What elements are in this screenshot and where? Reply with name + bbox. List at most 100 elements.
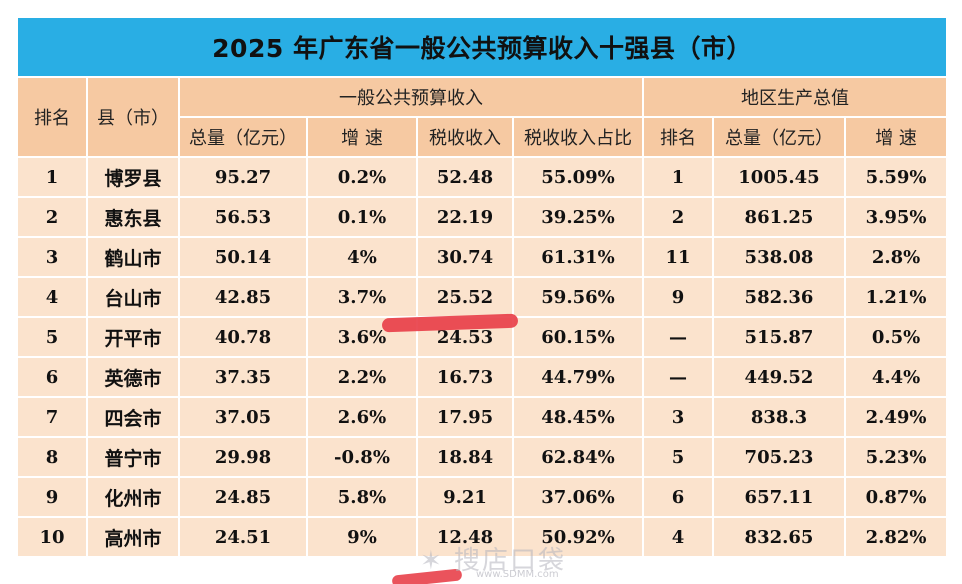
cell-county: 博罗县	[86, 156, 180, 198]
table-row: 9 化州市 24.85 5.8% 9.21 37.06% 6 657.11 0.87%	[16, 476, 949, 518]
cell-gdp-total: 538.08	[712, 236, 846, 278]
cell-gdp-rank: 6	[642, 476, 714, 518]
cell-gdp-growth: 5.23%	[843, 436, 949, 478]
header-gdp-group: 地区生产总值	[641, 76, 949, 118]
cell-budget-growth: -0.8%	[306, 436, 418, 478]
cell-county: 英德市	[86, 356, 180, 398]
cell-tax-share: 61.31%	[512, 236, 644, 278]
cell-gdp-total: 705.23	[712, 436, 846, 478]
cell-gdp-total: 832.65	[712, 516, 846, 558]
cell-gdp-growth: 0.87%	[843, 476, 949, 518]
cell-gdp-total: 838.3	[712, 396, 846, 438]
cell-gdp-total: 449.52	[712, 356, 846, 398]
cell-tax-revenue: 12.48	[416, 516, 514, 558]
cell-gdp-total: 861.25	[712, 196, 846, 238]
cell-gdp-rank: —	[642, 316, 714, 358]
cell-rank: 10	[16, 516, 88, 558]
cell-county: 化州市	[86, 476, 180, 518]
table-row: 3 鹤山市 50.14 4% 30.74 61.31% 11 538.08 2.8%	[16, 236, 949, 278]
cell-budget-growth: 9%	[306, 516, 418, 558]
cell-rank: 6	[16, 356, 88, 398]
cell-rank: 3	[16, 236, 88, 278]
table-row: 1 博罗县 95.27 0.2% 52.48 55.09% 1 1005.45 5.59%	[16, 156, 949, 198]
header-county: 县（市）	[86, 76, 180, 158]
table-row: 4 台山市 42.85 3.7% 25.52 59.56% 9 582.36 1.21%	[16, 276, 949, 318]
cell-tax-share: 59.56%	[512, 276, 644, 318]
cell-budget-total: 24.51	[178, 516, 308, 558]
cell-tax-share: 50.92%	[512, 516, 644, 558]
cell-county: 鹤山市	[86, 236, 180, 278]
cell-tax-revenue: 30.74	[416, 236, 514, 278]
table-row: 8 普宁市 29.98 -0.8% 18.84 62.84% 5 705.23 5.23%	[16, 436, 949, 478]
cell-budget-growth: 2.6%	[306, 396, 418, 438]
cell-tax-share: 60.15%	[512, 316, 644, 358]
cell-gdp-total: 657.11	[712, 476, 846, 518]
cell-rank: 1	[16, 156, 88, 198]
table-row: 6 英德市 37.35 2.2% 16.73 44.79% —449.52 4.4%	[16, 356, 949, 398]
cell-budget-growth: 5.8%	[306, 476, 418, 518]
table-body: 1 博罗县 95.27 0.2% 52.48 55.09% 1 1005.45 5.59% 2 惠东…	[16, 156, 949, 558]
cell-tax-revenue: 16.73	[416, 356, 514, 398]
header-budget-growth: 增 速	[306, 116, 418, 158]
header-gdp-rank: 排名	[642, 116, 714, 158]
cell-budget-total: 56.53	[178, 196, 308, 238]
cell-gdp-rank: 1	[642, 156, 714, 198]
cell-gdp-rank: 3	[642, 396, 714, 438]
cell-county: 台山市	[86, 276, 180, 318]
cell-budget-growth: 4%	[306, 236, 418, 278]
cell-gdp-rank: 5	[642, 436, 714, 478]
cell-gdp-rank: 11	[642, 236, 714, 278]
cell-budget-total: 40.78	[178, 316, 308, 358]
cell-gdp-growth: 2.82%	[843, 516, 949, 558]
cell-budget-total: 29.98	[178, 436, 308, 478]
cell-gdp-growth: 2.8%	[843, 236, 949, 278]
cell-gdp-total: 1005.45	[712, 156, 846, 198]
cell-gdp-growth: 2.49%	[843, 396, 949, 438]
cell-budget-total: 24.85	[178, 476, 308, 518]
cell-gdp-total: 515.87	[712, 316, 846, 358]
cell-tax-revenue: 18.84	[416, 436, 514, 478]
cell-tax-revenue: 25.52	[416, 276, 514, 318]
cell-gdp-growth: 1.21%	[843, 276, 949, 318]
cell-gdp-total: 582.36	[712, 276, 846, 318]
cell-rank: 7	[16, 396, 88, 438]
header-rank: 排名	[16, 76, 88, 158]
watermark-logo: ✶ 搜店口袋	[420, 546, 567, 576]
cell-budget-total: 37.05	[178, 396, 308, 438]
cell-budget-growth: 2.2%	[306, 356, 418, 398]
cell-tax-revenue: 9.21	[416, 476, 514, 518]
cell-county: 四会市	[86, 396, 180, 438]
header-gdp-growth: 增 速	[843, 116, 949, 158]
cell-gdp-rank: 9	[642, 276, 714, 318]
cell-gdp-growth: 0.5%	[843, 316, 949, 358]
table-row: 10 高州市 24.51 9% 12.48 50.92% 4 832.65 2.82%	[16, 516, 949, 558]
cell-rank: 5	[16, 316, 88, 358]
cell-tax-revenue: 22.19	[416, 196, 514, 238]
header-budget-group: 一般公共预算收入	[178, 76, 644, 118]
table-row: 5 开平市 40.78 3.6% 24.53 60.15% —515.87 0.5%	[16, 316, 949, 358]
cell-tax-share: 62.84%	[512, 436, 644, 478]
table-row: 7 四会市 37.05 2.6% 17.95 48.45% 3 838.3 2.49%	[16, 396, 949, 438]
header-tax-share: 税收收入占比	[512, 116, 644, 158]
cell-tax-revenue: 17.95	[416, 396, 514, 438]
table-container: 2025 年广东省一般公共预算收入十强县（市） 排名 县（市） 一般公共预算收入…	[15, 16, 949, 568]
cell-tax-share: 44.79%	[512, 356, 644, 398]
header-tax-revenue: 税收收入	[416, 116, 514, 158]
table-row: 2 惠东县 56.53 0.1% 22.19 39.25% 2 861.25 3.95%	[16, 196, 949, 238]
cell-budget-total: 42.85	[178, 276, 308, 318]
cell-tax-revenue: 52.48	[416, 156, 514, 198]
cell-budget-total: 50.14	[178, 236, 308, 278]
cell-budget-growth: 0.1%	[306, 196, 418, 238]
cell-tax-share: 37.06%	[512, 476, 644, 518]
cell-budget-total: 37.35	[178, 356, 308, 398]
cell-county: 惠东县	[86, 196, 180, 238]
cell-gdp-growth: 5.59%	[843, 156, 949, 198]
cell-gdp-rank: 4	[642, 516, 714, 558]
cell-gdp-growth: 4.4%	[843, 356, 949, 398]
table-title: 2025 年广东省一般公共预算收入十强县（市）	[15, 16, 949, 78]
cell-county: 高州市	[86, 516, 180, 558]
cell-budget-growth: 3.7%	[306, 276, 418, 318]
cell-rank: 4	[16, 276, 88, 318]
cell-county: 开平市	[86, 316, 180, 358]
cell-county: 普宁市	[86, 436, 180, 478]
